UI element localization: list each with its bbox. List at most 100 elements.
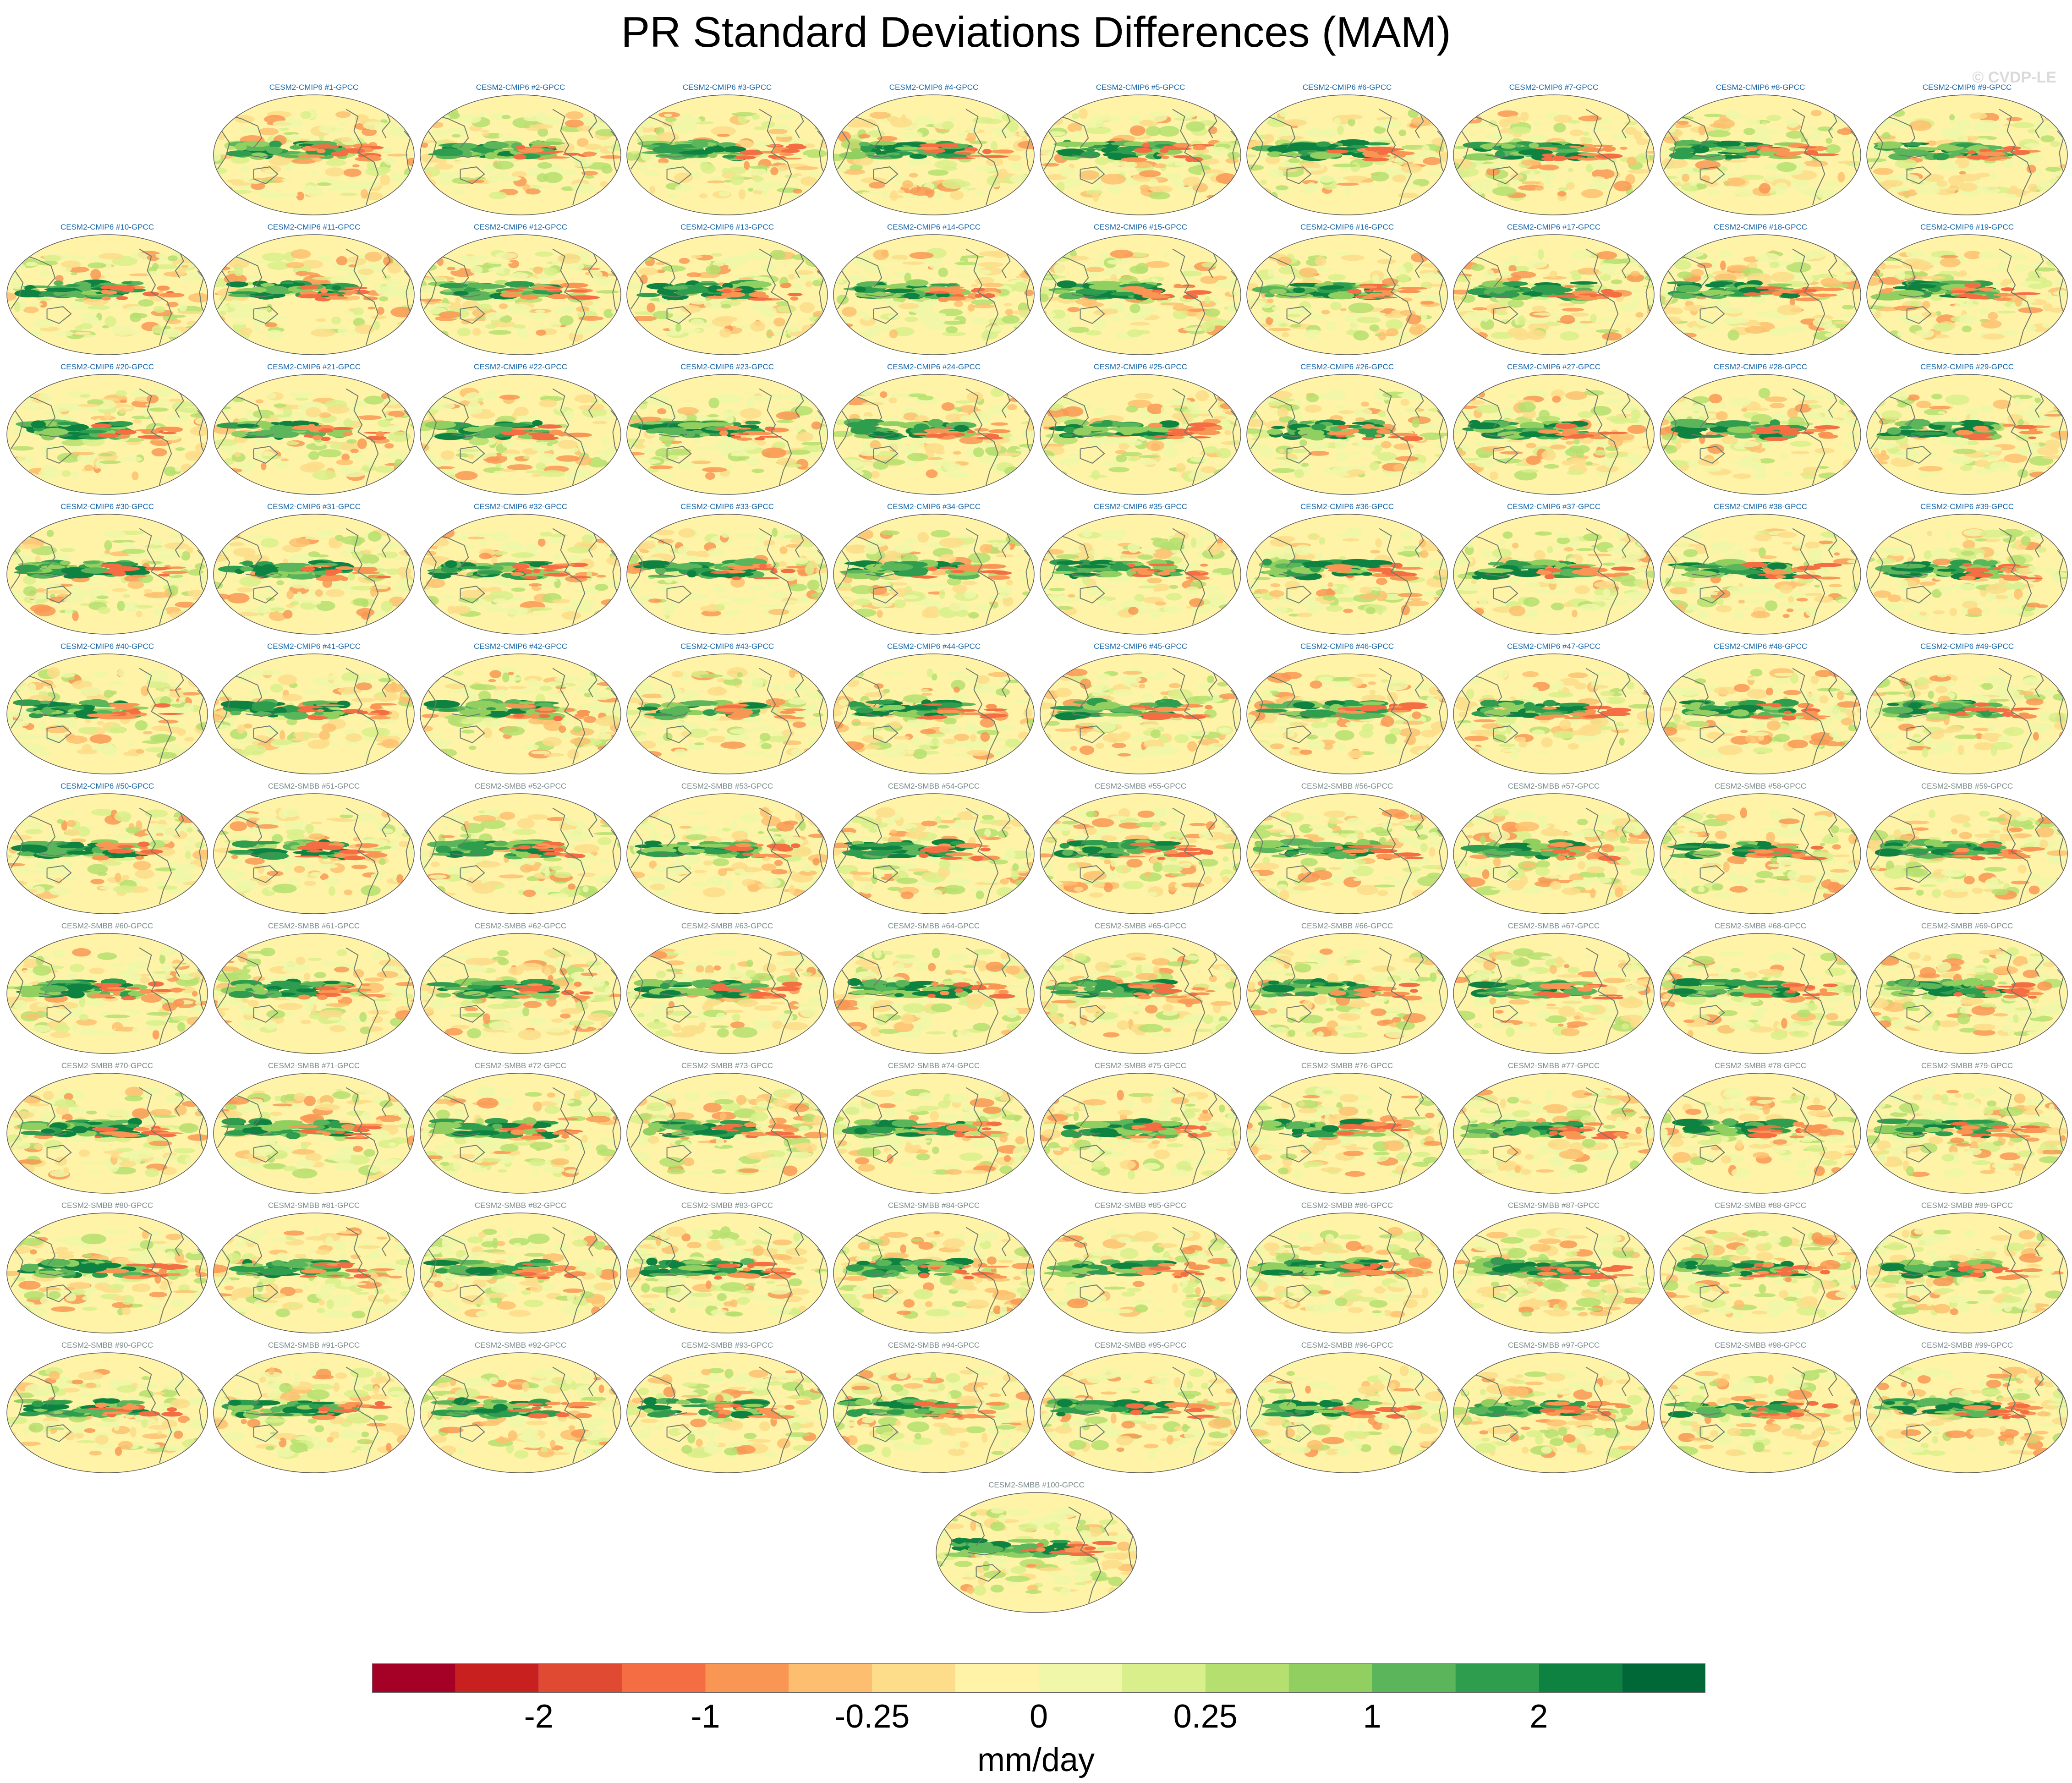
- map-panel-globe: [213, 1073, 415, 1194]
- map-panel-label: CESM2-SMBB #52-GPCC: [417, 782, 624, 791]
- map-panel-globe: [1453, 793, 1655, 914]
- map-panel: CESM2-SMBB #95-GPCC: [1037, 1341, 1244, 1481]
- map-panel: CESM2-CMIP6 #48-GPCC: [1657, 642, 1864, 782]
- map-panel-label: CESM2-CMIP6 #24-GPCC: [831, 362, 1037, 372]
- map-panel: CESM2-CMIP6 #46-GPCC: [1244, 642, 1450, 782]
- map-panel-globe: [1040, 1073, 1241, 1194]
- map-panel-label: CESM2-SMBB #78-GPCC: [1657, 1061, 1864, 1070]
- map-panel-label: CESM2-CMIP6 #41-GPCC: [211, 642, 417, 651]
- map-panel: CESM2-SMBB #85-GPCC: [1037, 1201, 1244, 1341]
- map-panel-globe: [420, 1352, 621, 1473]
- map-panel-globe: [420, 514, 621, 635]
- map-panel-label: CESM2-SMBB #99-GPCC: [1864, 1341, 2070, 1350]
- map-panel: CESM2-SMBB #84-GPCC: [831, 1201, 1037, 1341]
- map-panel-label: CESM2-SMBB #53-GPCC: [624, 782, 830, 791]
- map-panel: CESM2-CMIP6 #42-GPCC: [417, 642, 624, 782]
- map-panel: CESM2-CMIP6 #21-GPCC: [211, 362, 417, 502]
- map-panel-globe: [626, 1352, 828, 1473]
- map-panel: CESM2-CMIP6 #34-GPCC: [831, 502, 1037, 642]
- map-panel-globe: [626, 1212, 828, 1333]
- map-panel-label: CESM2-SMBB #79-GPCC: [1864, 1061, 2070, 1070]
- map-panel-label: CESM2-SMBB #62-GPCC: [417, 922, 624, 931]
- map-panel: CESM2-SMBB #76-GPCC: [1244, 1061, 1450, 1201]
- colorbar-swatch: [1372, 1663, 1456, 1693]
- map-panel-globe: [1040, 514, 1241, 635]
- map-panel-label: CESM2-SMBB #96-GPCC: [1244, 1341, 1450, 1350]
- map-panel-globe: [626, 933, 828, 1054]
- map-panel: CESM2-CMIP6 #8-GPCC: [1657, 83, 1864, 223]
- map-panel-globe: [626, 234, 828, 355]
- map-panel-globe: [1040, 94, 1241, 215]
- map-panel-globe: [1453, 234, 1655, 355]
- map-panel-globe: [6, 234, 208, 355]
- map-panel-globe: [6, 1352, 208, 1473]
- map-panel: CESM2-CMIP6 #18-GPCC: [1657, 223, 1864, 362]
- map-panel: CESM2-CMIP6 #28-GPCC: [1657, 362, 1864, 502]
- map-panel-label: CESM2-CMIP6 #4-GPCC: [831, 83, 1037, 92]
- map-panel-globe: [420, 234, 621, 355]
- map-panel-globe: [1660, 933, 1861, 1054]
- map-panel-globe: [1660, 1352, 1861, 1473]
- map-panel: CESM2-SMBB #51-GPCC: [211, 782, 417, 922]
- map-panel: CESM2-SMBB #61-GPCC: [211, 922, 417, 1061]
- map-panel-globe: [626, 793, 828, 914]
- map-panel-globe: [420, 653, 621, 774]
- map-panel-label: CESM2-SMBB #68-GPCC: [1657, 922, 1864, 931]
- map-panel-label: CESM2-SMBB #86-GPCC: [1244, 1201, 1450, 1210]
- map-panel-globe: [1040, 793, 1241, 914]
- map-panel: CESM2-CMIP6 #49-GPCC: [1864, 642, 2070, 782]
- map-panel-label: CESM2-CMIP6 #14-GPCC: [831, 223, 1037, 232]
- map-panel-globe: [213, 1212, 415, 1333]
- map-panel-globe: [420, 94, 621, 215]
- map-panel: CESM2-CMIP6 #31-GPCC: [211, 502, 417, 642]
- map-panel-label: CESM2-CMIP6 #33-GPCC: [624, 502, 830, 511]
- map-panel: CESM2-SMBB #69-GPCC: [1864, 922, 2070, 1061]
- map-panel: CESM2-SMBB #80-GPCC: [4, 1201, 210, 1341]
- map-panel-globe: [833, 514, 1035, 635]
- map-panel: CESM2-CMIP6 #27-GPCC: [1451, 362, 1657, 502]
- map-panel-globe: [1246, 374, 1448, 495]
- map-panel-globe: [1453, 514, 1655, 635]
- map-panel: CESM2-CMIP6 #2-GPCC: [417, 83, 624, 223]
- map-panel: CESM2-SMBB #78-GPCC: [1657, 1061, 1864, 1201]
- map-panel-globe: [213, 653, 415, 774]
- map-panel-label: CESM2-SMBB #74-GPCC: [831, 1061, 1037, 1070]
- map-panel-label: CESM2-SMBB #56-GPCC: [1244, 782, 1450, 791]
- map-panel-label: CESM2-CMIP6 #20-GPCC: [4, 362, 210, 372]
- map-panel-globe: [833, 1352, 1035, 1473]
- map-panel: CESM2-CMIP6 #29-GPCC: [1864, 362, 2070, 502]
- map-panel-globe: [1453, 94, 1655, 215]
- map-panel: CESM2-SMBB #93-GPCC: [624, 1341, 830, 1481]
- map-panel-label: CESM2-SMBB #59-GPCC: [1864, 782, 2070, 791]
- map-panel-label: CESM2-CMIP6 #13-GPCC: [624, 223, 830, 232]
- map-panel-label: CESM2-CMIP6 #49-GPCC: [1864, 642, 2070, 651]
- map-panel-label: CESM2-CMIP6 #36-GPCC: [1244, 502, 1450, 511]
- map-panel-label: CESM2-CMIP6 #15-GPCC: [1037, 223, 1244, 232]
- map-panel: CESM2-CMIP6 #14-GPCC: [831, 223, 1037, 362]
- map-panel: CESM2-SMBB #58-GPCC: [1657, 782, 1864, 922]
- map-panel-label: CESM2-SMBB #100-GPCC: [933, 1481, 1140, 1490]
- map-panel-globe: [1866, 234, 2068, 355]
- map-panel-globe: [626, 94, 828, 215]
- map-panel: CESM2-SMBB #60-GPCC: [4, 922, 210, 1061]
- map-panel-label: CESM2-SMBB #95-GPCC: [1037, 1341, 1244, 1350]
- colorbar-swatch: [789, 1663, 872, 1693]
- map-panel: CESM2-CMIP6 #10-GPCC: [4, 223, 210, 362]
- colorbar-swatch: [872, 1663, 956, 1693]
- map-panel-label: CESM2-CMIP6 #26-GPCC: [1244, 362, 1450, 372]
- map-panel: CESM2-CMIP6 #36-GPCC: [1244, 502, 1450, 642]
- map-panel-label: CESM2-SMBB #54-GPCC: [831, 782, 1037, 791]
- map-panel-label: CESM2-CMIP6 #16-GPCC: [1244, 223, 1450, 232]
- map-panel: CESM2-SMBB #64-GPCC: [831, 922, 1037, 1061]
- map-panel: CESM2-CMIP6 #3-GPCC: [624, 83, 830, 223]
- map-panel: CESM2-CMIP6 #39-GPCC: [1864, 502, 2070, 642]
- map-panel-globe: [833, 374, 1035, 495]
- map-panel-label: CESM2-CMIP6 #38-GPCC: [1657, 502, 1864, 511]
- map-panel-globe: [1660, 1073, 1861, 1194]
- map-panel-globe: [1660, 234, 1861, 355]
- map-panel: CESM2-SMBB #92-GPCC: [417, 1341, 624, 1481]
- map-panel: CESM2-CMIP6 #19-GPCC: [1864, 223, 2070, 362]
- map-panel-globe: [420, 793, 621, 914]
- map-panel: CESM2-CMIP6 #16-GPCC: [1244, 223, 1450, 362]
- colorbar-tick-label: 0.25: [1173, 1698, 1238, 1735]
